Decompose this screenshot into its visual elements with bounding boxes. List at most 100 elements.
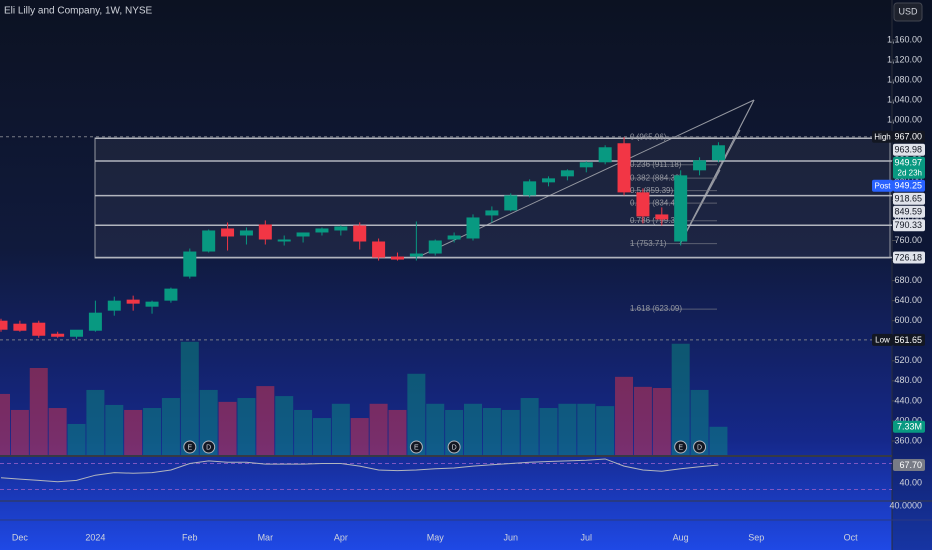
volume-bar — [312, 418, 331, 455]
trend-line — [679, 99, 755, 245]
candle-body — [0, 320, 8, 330]
volume-bar — [275, 396, 294, 455]
y-tick-label: 520.00 — [894, 355, 922, 365]
volume-bar — [256, 386, 275, 455]
volume-bar — [294, 409, 313, 455]
volume-bar — [10, 409, 29, 455]
price-label: 963.98 — [894, 145, 922, 155]
candle-body — [334, 226, 348, 231]
fib-label: 1 (753.71) — [630, 239, 667, 248]
x-tick-label: Apr — [334, 532, 348, 542]
volume-bar — [520, 398, 539, 455]
volume-bar — [407, 373, 426, 455]
x-tick-label: Oct — [844, 532, 859, 542]
candle-body — [711, 145, 725, 161]
candle-body — [598, 147, 612, 163]
y-tick-label: 400.00 — [894, 415, 922, 425]
volume-bar — [426, 403, 445, 455]
x-tick-label: Feb — [182, 532, 198, 542]
event-label: D — [697, 444, 702, 451]
candle-body — [617, 143, 631, 193]
fib-label: 0 (965.96) — [630, 132, 667, 141]
price-label-box — [893, 420, 925, 433]
fib-label: 0.5 (859.39) — [630, 186, 673, 195]
volume-bar — [331, 403, 350, 455]
price-tag: High — [874, 132, 890, 141]
price-label-box — [893, 143, 925, 156]
x-tick-label: Sep — [748, 532, 764, 542]
candle-body — [70, 329, 84, 337]
y-tick-label: 1,160.00 — [887, 34, 922, 44]
price-label: 7.33M — [897, 422, 922, 432]
volume-bar — [671, 343, 690, 455]
volume-bar — [199, 389, 218, 455]
price-tag-box — [872, 130, 893, 143]
y-tick-label: 600.00 — [894, 315, 922, 325]
event-icon — [409, 440, 423, 454]
event-icon — [674, 440, 688, 454]
event-label: E — [678, 444, 683, 451]
price-label: 918.65 — [894, 194, 922, 204]
volume-bar — [67, 423, 86, 455]
currency-button[interactable] — [893, 2, 923, 22]
price-axis-bg — [892, 0, 932, 550]
candle-body — [428, 240, 442, 254]
candle-body — [32, 322, 46, 336]
candle-body — [409, 253, 423, 257]
x-tick-label: 2024 — [85, 532, 105, 542]
candle-body — [315, 228, 329, 233]
event-label: E — [187, 444, 192, 451]
candle-body — [372, 241, 386, 258]
countdown: 2d 23h — [898, 168, 922, 177]
y-tick-label: 1,000.00 — [887, 115, 922, 125]
volume-bar — [48, 408, 67, 455]
price-label-box — [893, 458, 925, 471]
y-tick-label: 440.00 — [894, 395, 922, 405]
volume-bar — [388, 409, 407, 455]
plot-area: 0 (965.96) 0.236 (911.18) 0.382 (884.33) 0.… — [0, 132, 892, 455]
y-tick-label: 760.00 — [894, 235, 922, 245]
price-label-box — [893, 156, 925, 179]
volume-bar — [615, 376, 634, 455]
price-label: 967.00 — [894, 132, 922, 142]
price-label-box — [893, 219, 925, 232]
price-label: 561.65 — [894, 335, 922, 345]
candle-body — [485, 210, 499, 216]
candle-body — [466, 217, 480, 239]
volume-bar — [501, 409, 520, 455]
candle-body — [183, 251, 197, 277]
price-label: 949.25 — [894, 181, 922, 191]
pane3-label: 40.0000 — [889, 500, 922, 510]
y-tick-label: 680.00 — [894, 275, 922, 285]
volume-bar — [558, 403, 577, 455]
fib-label: 0.236 (911.18) — [630, 160, 682, 169]
candle-body — [296, 232, 310, 237]
candle-body — [88, 312, 102, 331]
price-label: 949.97 — [894, 158, 922, 168]
volume-bar — [124, 409, 143, 455]
volume-bar — [105, 404, 124, 455]
event-icon — [447, 440, 461, 454]
x-tick-label: Jul — [581, 532, 593, 542]
candle-body — [636, 192, 650, 217]
price-label-box — [893, 130, 925, 143]
event-label: D — [206, 444, 211, 451]
price-label-box — [893, 251, 925, 264]
price-label: 67.70 — [899, 460, 922, 470]
y-tick-label: 1,040.00 — [887, 95, 922, 105]
volume-bar — [690, 389, 709, 455]
x-tick-label: Jun — [504, 532, 519, 542]
price-label: 726.18 — [894, 252, 922, 262]
y-tick-label: 880.00 — [894, 175, 922, 185]
fib-label: 0.786 (799.34) — [630, 216, 682, 225]
candle-body — [202, 230, 216, 252]
event-icon — [202, 440, 216, 454]
currency-label[interactable]: USD — [898, 6, 918, 16]
price-label-box — [893, 179, 925, 192]
candle-body — [504, 195, 518, 211]
chart-title: Eli Lilly and Company, 1W, NYSE — [4, 6, 153, 17]
price-label-box — [893, 205, 925, 218]
y-tick-label: 480.00 — [894, 375, 922, 385]
candle-body — [693, 160, 707, 171]
